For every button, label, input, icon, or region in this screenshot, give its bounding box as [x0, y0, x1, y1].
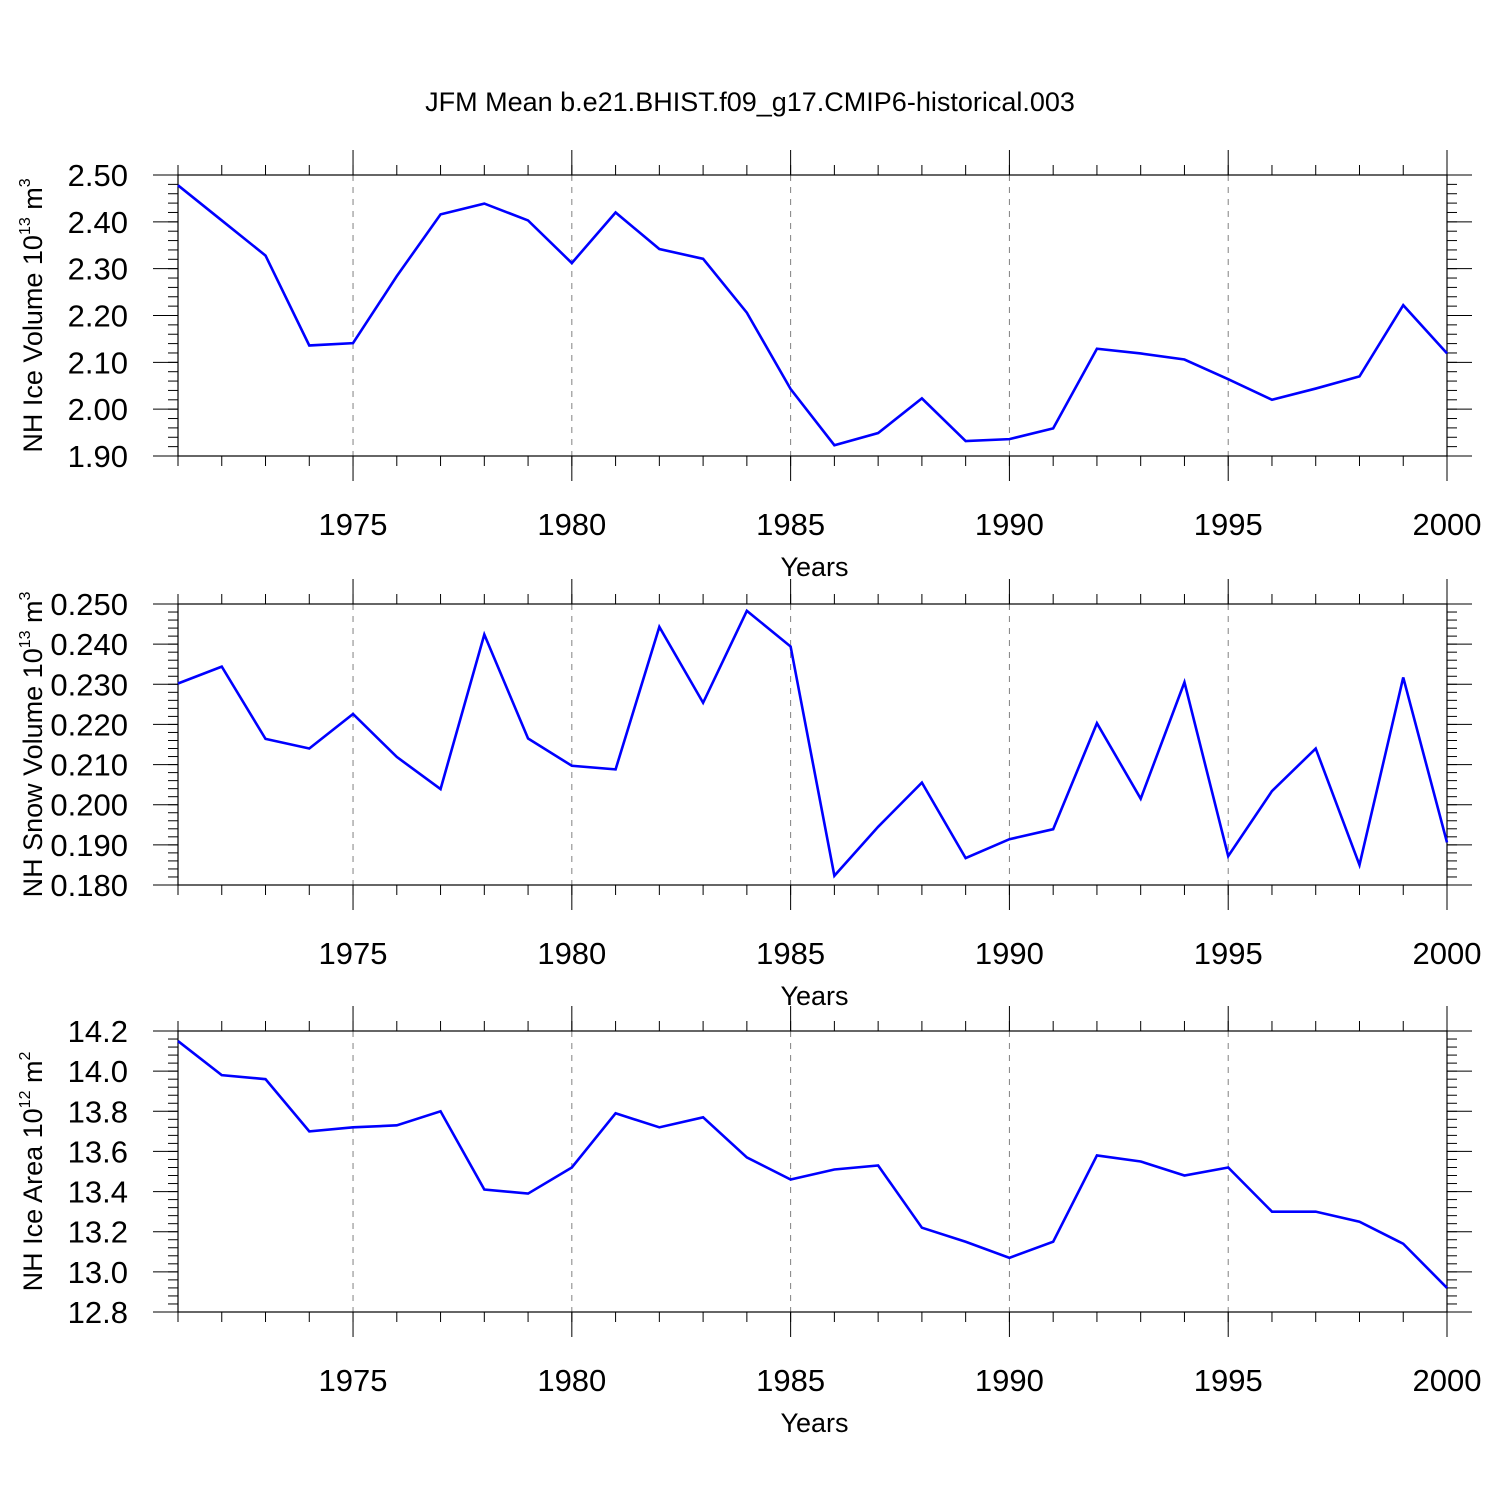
y-axis-label-unit: m	[18, 600, 48, 630]
series-line	[177, 1040, 1448, 1289]
x-tick-label: 1980	[537, 507, 606, 542]
x-axis-label: Years	[780, 1408, 848, 1438]
x-tick-label: 1975	[319, 936, 388, 971]
x-tick-label: 1980	[537, 1363, 606, 1398]
y-axis-label-text: NH Snow Volume 10	[18, 648, 48, 897]
x-tick-label: 1985	[756, 507, 825, 542]
x-tick-label: 1990	[975, 936, 1044, 971]
y-tick-label: 13.6	[68, 1134, 128, 1169]
x-tick-label: 1990	[975, 507, 1044, 542]
x-tick-label: 2000	[1413, 1363, 1482, 1398]
y-tick-label: 2.20	[68, 299, 128, 334]
plot-frame	[177, 174, 1448, 457]
y-tick-label: 2.40	[68, 205, 128, 240]
panel-3: 1975 1980 1985 1990 1995 2000 12.8 13.0 13.2 13.4…	[17, 1006, 1481, 1438]
y-axis-label-unit-exponent: 3	[17, 178, 34, 187]
y-tick-label: 0.240	[50, 627, 128, 662]
y-tick-label: 0.220	[50, 707, 128, 742]
y-tick-label: 0.200	[50, 788, 128, 823]
x-tick-label: 1985	[756, 936, 825, 971]
y-tick-label: 2.50	[68, 158, 128, 193]
x-tick-label: 1975	[319, 1363, 388, 1398]
y-tick-label: 13.2	[68, 1215, 128, 1250]
y-tick-label: 0.190	[50, 828, 128, 863]
figure-title: JFM Mean b.e21.BHIST.f09_g17.CMIP6-histo…	[425, 87, 1075, 117]
x-tick-label: 1975	[319, 507, 388, 542]
plot-frame	[177, 603, 1448, 886]
y-tick-label: 0.210	[50, 748, 128, 783]
y-tick-label: 2.30	[68, 252, 128, 287]
plot-frame	[177, 1030, 1448, 1313]
series-line	[177, 184, 1448, 447]
x-tick-label: 1990	[975, 1363, 1044, 1398]
y-tick-label: 13.0	[68, 1255, 128, 1290]
x-tick-label: 2000	[1413, 936, 1482, 971]
panels: 1975 1980 1985 1990 1995 2000 1.90 2.00 2.10 2.20…	[17, 150, 1481, 1438]
y-tick-label: 14.0	[68, 1054, 128, 1089]
y-tick-label: 0.230	[50, 667, 128, 702]
x-axis-label: Years	[780, 552, 848, 582]
x-tick-label: 1995	[1194, 1363, 1263, 1398]
x-tick-label: 2000	[1413, 507, 1482, 542]
series-line	[177, 608, 1449, 879]
y-axis-label: NH Ice Volume 1013 m3	[17, 178, 48, 452]
y-tick-label: 2.00	[68, 392, 128, 427]
x-tick-label: 1995	[1194, 507, 1263, 542]
y-axis-label: NH Snow Volume 1013 m3	[17, 591, 48, 897]
y-tick-label: 2.10	[68, 345, 128, 380]
y-axis-label-text: NH Ice Volume 10	[18, 235, 48, 453]
y-axis-label-unit-exponent: 3	[17, 591, 34, 600]
y-axis-label: NH Ice Area 1012 m2	[17, 1052, 48, 1292]
y-tick-label: 0.180	[50, 868, 128, 903]
y-tick-label: 12.8	[68, 1295, 128, 1330]
y-tick-label: 14.2	[68, 1014, 128, 1049]
y-axis-label-unit-exponent: 2	[17, 1052, 34, 1061]
y-axis-label-unit: m	[18, 187, 48, 217]
y-tick-label: 1.90	[68, 439, 128, 474]
y-axis-label-exponent: 12	[17, 1090, 34, 1108]
y-tick-label: 0.250	[50, 587, 128, 622]
panel-1: 1975 1980 1985 1990 1995 2000 1.90 2.00 2.10 2.20…	[17, 150, 1481, 582]
y-axis-label-text: NH Ice Area 10	[18, 1108, 48, 1291]
y-tick-label: 13.8	[68, 1094, 128, 1129]
x-axis-label: Years	[780, 981, 848, 1011]
y-axis-label-exponent: 13	[17, 630, 34, 648]
x-tick-label: 1995	[1194, 936, 1263, 971]
x-tick-label: 1985	[756, 1363, 825, 1398]
panel-2: 1975 1980 1985 1990 1995 2000 0.180 0.190 0.200 0…	[17, 579, 1481, 1011]
y-tick-label: 13.4	[68, 1175, 128, 1210]
y-axis-label-exponent: 13	[17, 217, 34, 235]
x-tick-label: 1980	[537, 936, 606, 971]
y-axis-label-unit: m	[18, 1061, 48, 1091]
